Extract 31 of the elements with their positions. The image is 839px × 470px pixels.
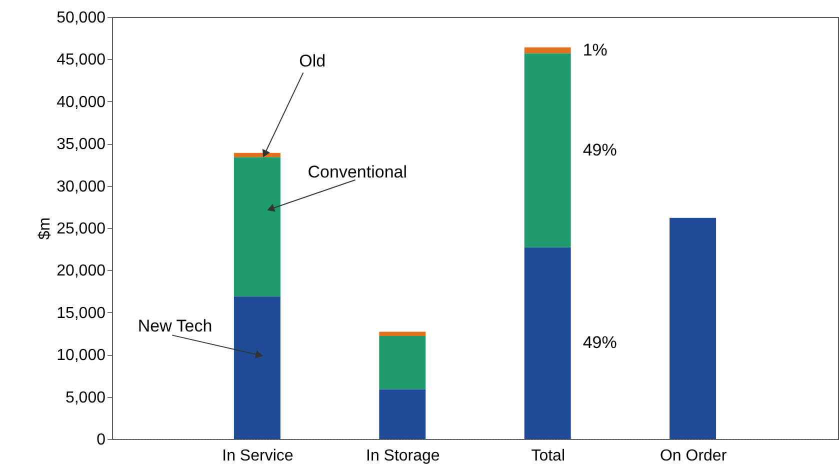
y-tick-label: 45,000 [56,52,106,69]
bar [524,53,571,248]
annotation: 1% [582,40,608,60]
y-tick-label: 15,000 [56,304,106,322]
series-label: New Tech [138,316,212,336]
x-tick-label: In Service [222,448,294,464]
bar [524,47,571,54]
bar [379,336,426,390]
annotation: 49% [582,333,617,352]
y-tick-label: 10,000 [56,347,106,364]
bar [524,247,571,439]
bar [670,218,716,439]
y-tick-label: 0 [96,432,106,448]
series-label: Conventional [308,162,408,182]
bar [234,157,280,296]
annotation: 49% [582,140,617,160]
y-tick-label: 35,000 [56,136,106,154]
y-tick-label: 30,000 [56,178,106,196]
x-tick-label: Total [531,448,565,464]
x-tick-label: On Order [660,448,728,464]
y-tick-label: 50,000 [56,10,106,26]
bar [379,332,426,336]
bar [234,296,280,439]
y-tick-label: 5,000 [65,389,106,406]
bar [379,389,426,439]
y-tick-label: 20,000 [56,262,106,280]
y-tick-label: 25,000 [56,220,106,238]
y-tick-label: 40,000 [56,94,106,111]
y-axis-title: $m [36,217,54,240]
x-tick-label: In Storage [366,448,440,464]
text: Old [299,52,326,71]
